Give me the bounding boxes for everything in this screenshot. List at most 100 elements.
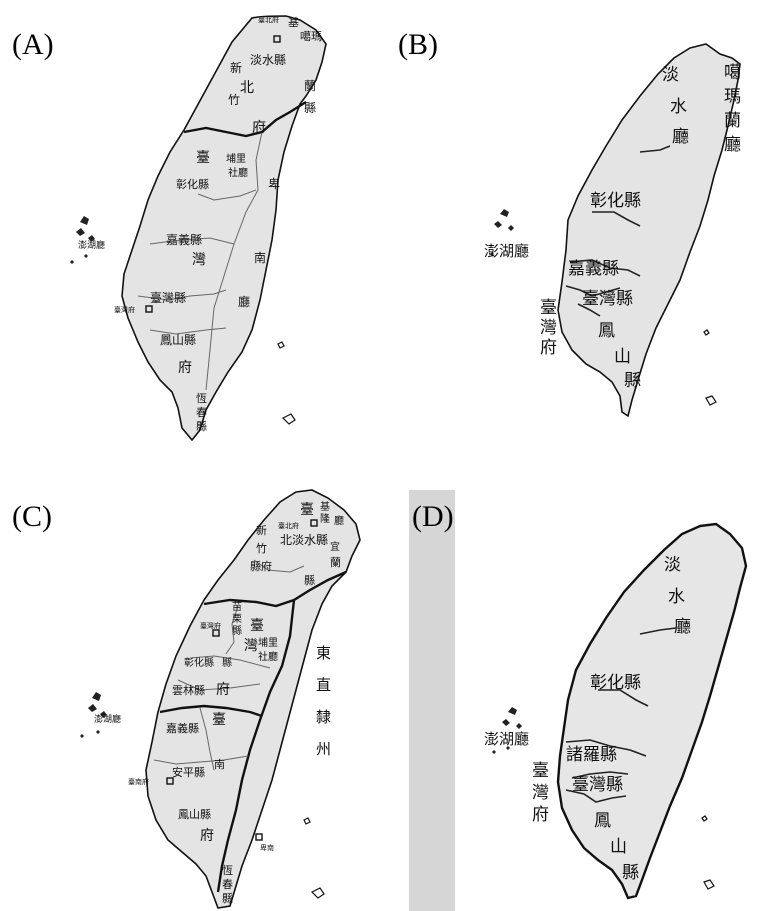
place-c: 社廳: [258, 650, 278, 663]
river-d-5: [565, 789, 627, 803]
islet-a-2: [277, 341, 285, 349]
place-c: 北淡水縣: [280, 533, 328, 547]
place-a: 基: [288, 16, 299, 29]
place-c: 隆: [320, 512, 330, 525]
place-d: 縣: [622, 863, 639, 883]
place-d: 山: [610, 837, 627, 857]
place-a: 噶瑪: [300, 30, 322, 43]
place-d: 彰化縣: [590, 673, 641, 693]
place-a: 臺北府: [258, 15, 279, 24]
islet-c-1: [310, 887, 325, 899]
taiwan-island-a: [121, 15, 327, 442]
place-b: 臺灣縣: [582, 289, 633, 309]
internal-borders-a: [137, 131, 263, 391]
islet-c-2: [303, 817, 311, 825]
place-c: 竹: [256, 541, 267, 555]
place-b: 府: [540, 338, 557, 358]
place-c: 臺: [300, 502, 314, 518]
river-b-2: [592, 211, 641, 227]
place-c: 臺北府: [278, 521, 299, 530]
capital-marker-a-south: [145, 305, 153, 313]
place-d: 臺: [532, 761, 549, 781]
place-b: 灣: [540, 318, 557, 338]
place-b: 廳: [672, 127, 689, 147]
place-a: 府: [178, 360, 192, 376]
river-b-5: [577, 303, 601, 317]
place-b: 臺: [540, 298, 557, 318]
place-d: 臺灣縣: [572, 775, 623, 795]
taiwan-island-b: [557, 43, 741, 418]
place-c: 恆: [222, 863, 233, 877]
place-c: 宜: [330, 540, 340, 553]
place-c: 縣: [222, 892, 233, 905]
panel-label-a: (A): [12, 28, 54, 61]
place-c: 嘉義縣: [166, 721, 199, 735]
place-c: 鳳山縣: [178, 808, 211, 821]
capital-marker-a-north: [273, 35, 281, 43]
place-c: 東: [316, 644, 331, 662]
east-boundary-c: [216, 599, 296, 893]
place-a: 卑: [268, 176, 280, 191]
place-b: 澎湖廳: [484, 242, 529, 260]
map-d: 淡 水 廳 彰化縣 諸羅縣 澎湖廳 臺 灣 府 臺灣縣 鳳 山 縣: [484, 522, 748, 900]
place-c: 苗: [232, 601, 242, 613]
place-c: 州: [316, 740, 331, 758]
place-a: 臺: [196, 150, 210, 166]
place-a: 北: [240, 80, 254, 96]
place-b: 山: [614, 347, 631, 367]
place-a: 南: [254, 250, 266, 265]
place-c: 臺南府: [128, 777, 149, 786]
river-d-2: [598, 689, 649, 707]
capital-marker-c-taiwan: [212, 629, 220, 637]
capital-marker-c-tainan: [166, 777, 174, 785]
place-a: 彰化縣: [176, 177, 209, 191]
place-d: 府: [532, 805, 549, 825]
penghu-islands-b: [490, 209, 514, 256]
place-b: 瑪: [724, 87, 741, 107]
place-d: 鳳: [594, 811, 611, 831]
place-c: 隸: [316, 708, 331, 726]
river-b-4: [565, 285, 621, 297]
place-a: 府: [252, 120, 266, 136]
place-d: 廳: [674, 617, 691, 637]
place-d: 諸羅縣: [566, 745, 617, 765]
place-b: 淡: [662, 65, 679, 85]
place-c: 臺灣府: [200, 621, 221, 630]
place-c: 府: [200, 828, 214, 844]
place-c: 澎湖廳: [94, 713, 121, 725]
river-b-1: [639, 145, 671, 153]
place-c: 臺: [212, 712, 226, 728]
islet-d-1: [703, 879, 715, 890]
place-c: 埔里: [258, 636, 278, 649]
place-a: 恆: [196, 391, 207, 405]
taiwan-island-d: [556, 522, 748, 900]
panel-label-c: (C): [12, 500, 52, 533]
place-d: 灣: [532, 783, 549, 803]
place-b: 水: [670, 97, 687, 117]
river-d-1: [639, 627, 677, 635]
place-a: 臺灣府: [114, 305, 135, 314]
place-a: 春: [196, 406, 207, 419]
place-c: 灣: [244, 638, 258, 654]
place-a: 社廳: [228, 166, 248, 179]
place-c: 春: [222, 878, 233, 891]
place-b: 嘉義縣: [568, 259, 619, 279]
penghu-islands-d: [492, 707, 522, 754]
place-c: 臺: [250, 618, 264, 634]
islet-d-2: [701, 815, 708, 822]
place-a: 縣: [196, 420, 207, 433]
place-c: 廳: [334, 514, 344, 527]
penghu-islands-c: [80, 692, 107, 738]
place-d: 淡: [664, 555, 681, 575]
place-b: 彰化縣: [590, 191, 641, 211]
place-a: 新: [230, 60, 242, 75]
place-c: 基: [320, 500, 330, 513]
place-c: 縣: [232, 625, 242, 637]
map-b: 淡 水 廳 噶 瑪 蘭 廳 彰化縣 嘉義縣 澎湖廳 臺 灣 府 臺灣縣 鳳 山 …: [484, 43, 741, 418]
river-d-4: [571, 771, 629, 779]
panel-label-d: (D): [412, 500, 454, 533]
panel-d-side-bar: [409, 490, 455, 911]
place-c: 蘭: [330, 556, 341, 569]
place-a: 臺灣縣: [150, 290, 186, 305]
